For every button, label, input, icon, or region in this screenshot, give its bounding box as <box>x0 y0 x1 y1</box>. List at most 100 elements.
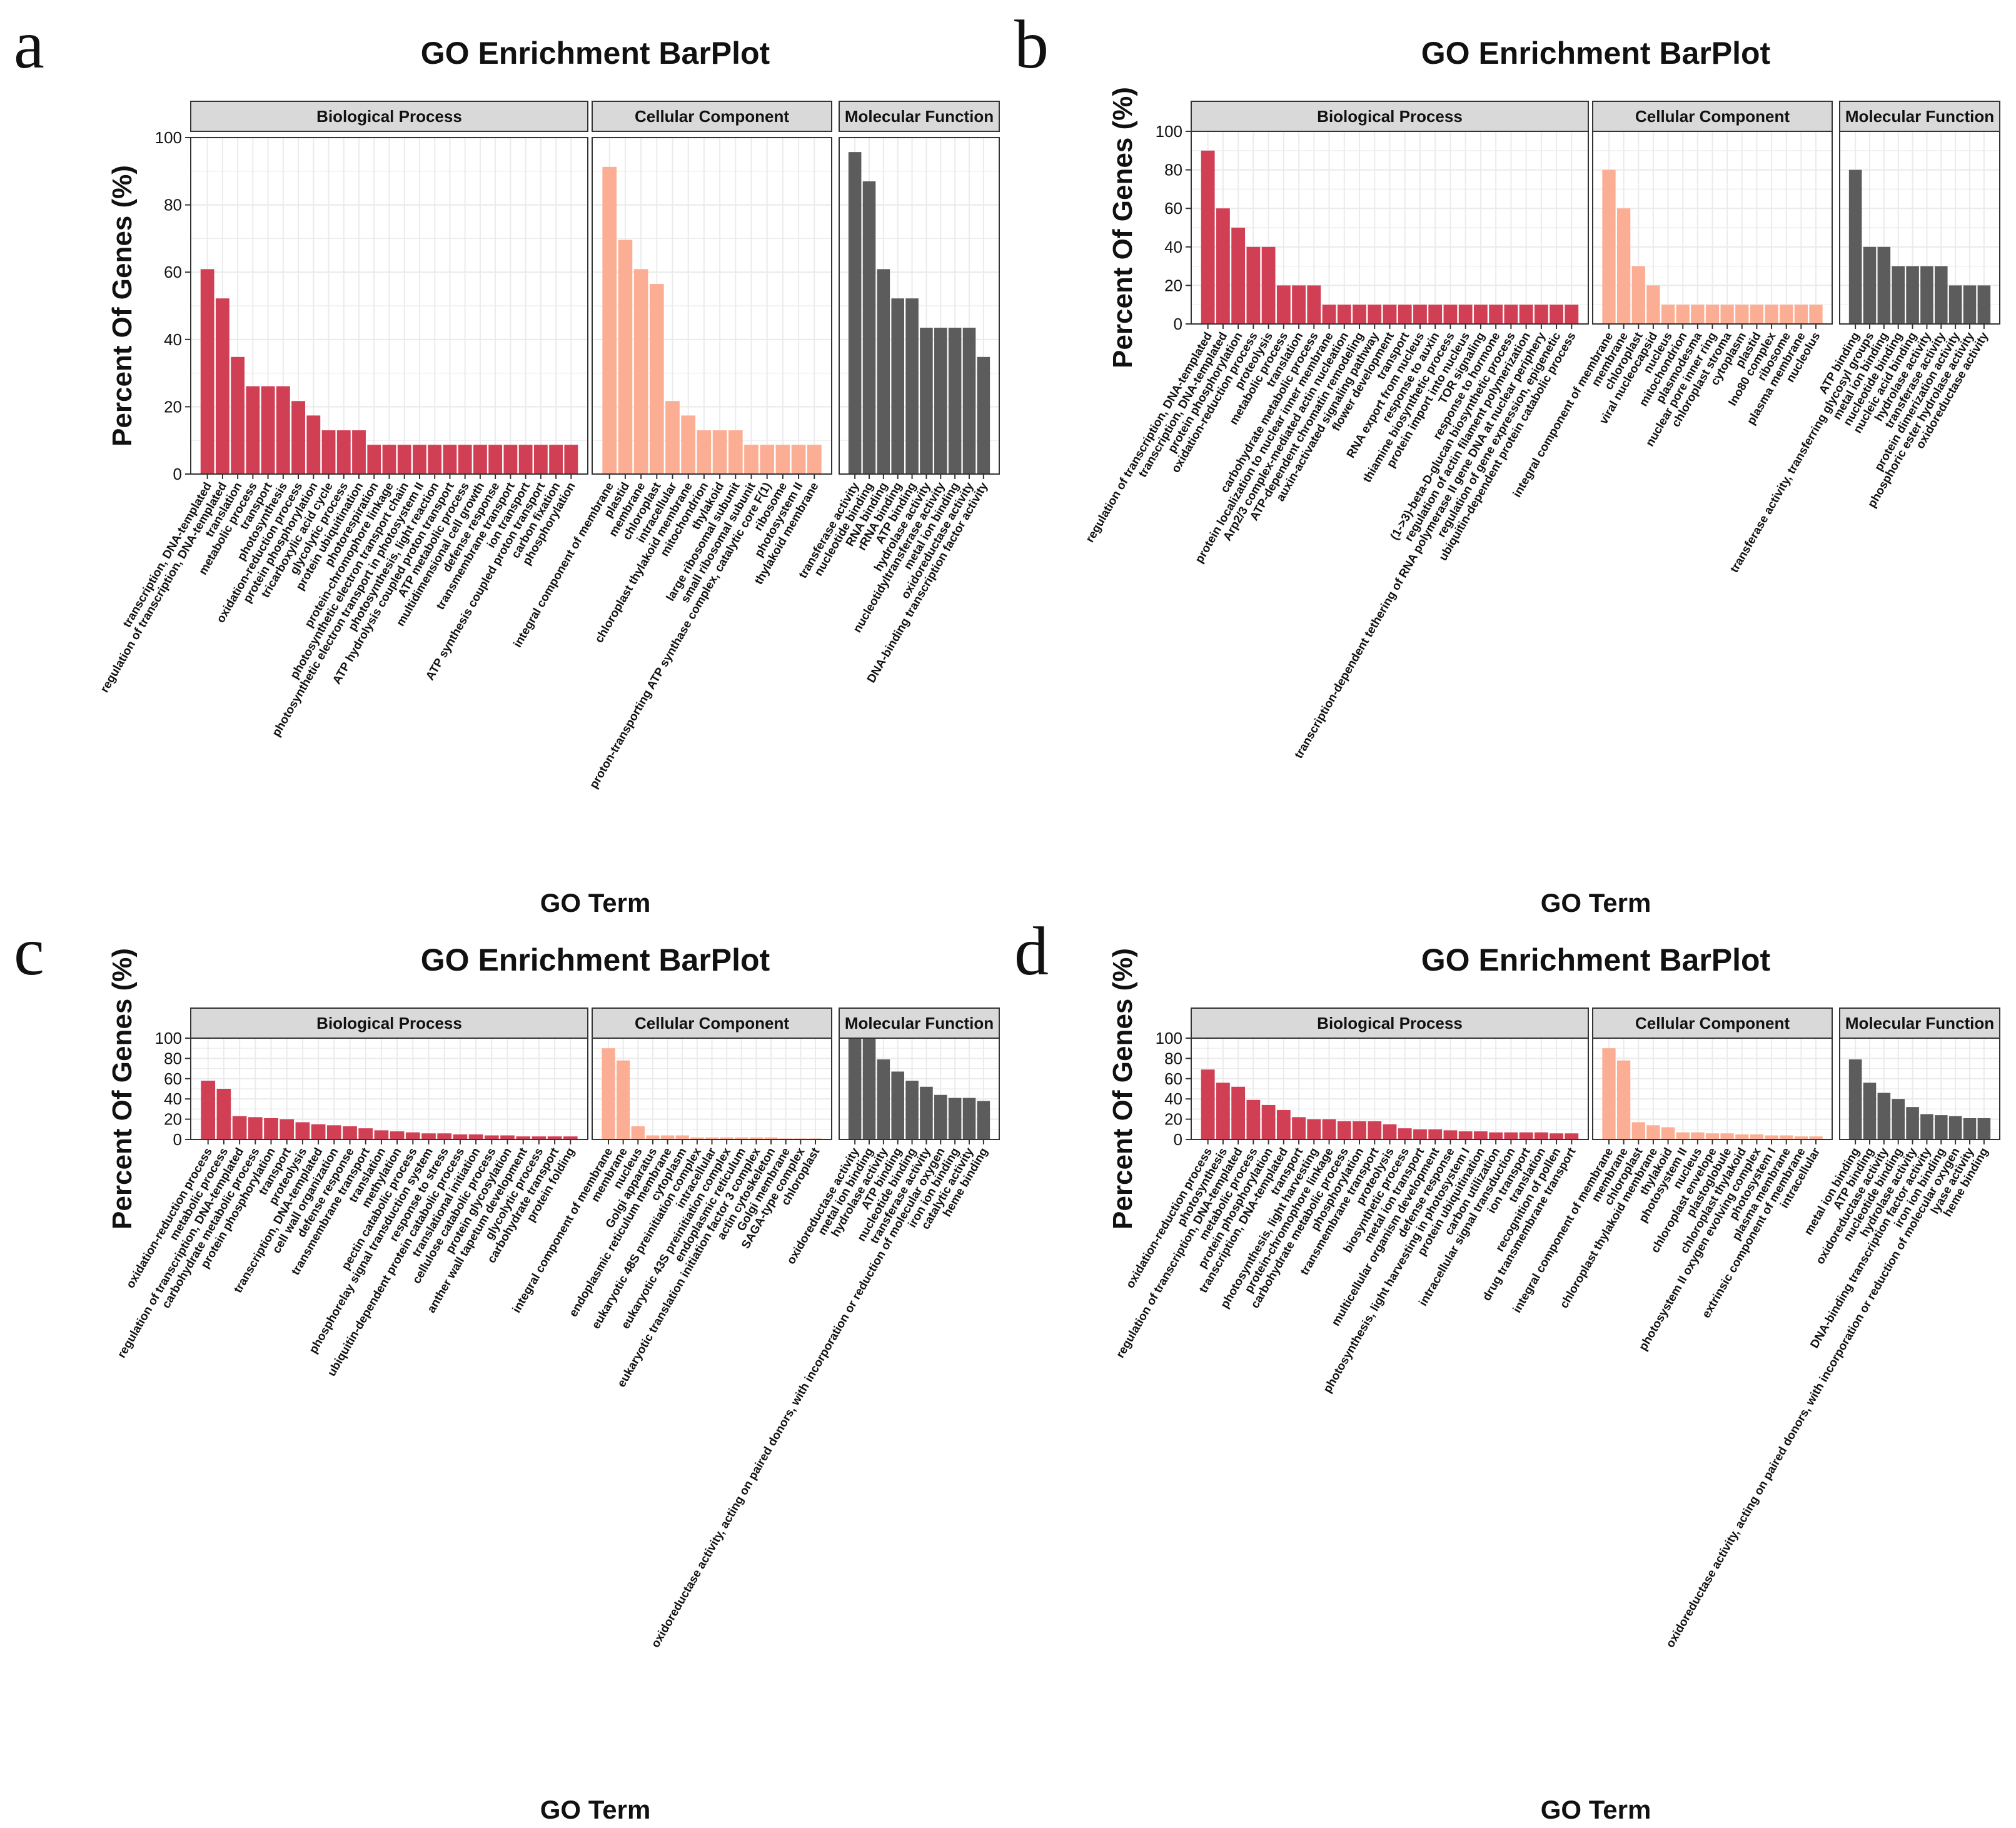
facet-strip-label: Molecular Function <box>1845 1014 1994 1033</box>
bar <box>1602 1048 1616 1139</box>
facet-strip-label: Cellular Component <box>635 107 789 126</box>
bar <box>1398 305 1412 324</box>
bar <box>1307 1119 1321 1139</box>
bar <box>1292 285 1306 324</box>
panel-letter: b <box>1014 6 1049 83</box>
x-axis-title: GO Term <box>540 888 651 917</box>
bar <box>1428 305 1443 324</box>
x-axis-title: GO Term <box>1541 1795 1651 1824</box>
bar <box>248 1117 263 1139</box>
bar <box>1443 305 1458 324</box>
bar <box>1661 1127 1675 1139</box>
bar <box>1948 285 1962 324</box>
bar <box>518 445 533 474</box>
y-tick-label: 40 <box>1164 1089 1182 1108</box>
bar <box>1216 208 1230 324</box>
bar <box>532 1136 547 1139</box>
bar <box>1353 305 1366 324</box>
bar <box>516 1136 531 1139</box>
facet-border <box>592 137 832 475</box>
bar <box>735 1137 748 1139</box>
bar <box>948 1098 962 1139</box>
bar <box>660 1135 675 1139</box>
bar <box>1231 1086 1246 1139</box>
bar <box>1848 1059 1862 1139</box>
y-tick-label: 20 <box>1164 1110 1182 1129</box>
bar <box>948 327 962 474</box>
bar <box>749 1137 764 1139</box>
facet-strip <box>1191 101 1589 132</box>
facet-strip <box>1839 1007 2000 1039</box>
facet-border <box>839 1038 1000 1140</box>
bar <box>1920 266 1933 324</box>
bar <box>1780 1135 1793 1139</box>
bar <box>1646 1125 1660 1139</box>
bar <box>962 327 976 474</box>
y-tick-label: 100 <box>1156 1029 1182 1048</box>
y-tick-label: 20 <box>164 397 182 416</box>
bar <box>1216 1083 1230 1139</box>
bar <box>1848 169 1862 324</box>
bar <box>1935 1115 1948 1139</box>
bar <box>1201 1069 1215 1139</box>
facet-border <box>1839 131 2000 325</box>
bar <box>891 298 904 474</box>
bar <box>1565 1133 1579 1139</box>
x-axis-title: GO Term <box>1541 888 1651 917</box>
bar <box>1201 150 1215 325</box>
y-tick-label: 0 <box>173 1130 182 1149</box>
y-tick-label: 100 <box>155 128 182 147</box>
y-tick-label: 60 <box>164 1069 182 1088</box>
bar <box>877 269 890 474</box>
bar <box>232 1116 247 1139</box>
bar <box>397 445 411 474</box>
bar <box>649 284 664 474</box>
y-tick-label: 80 <box>1164 161 1182 179</box>
bar <box>1705 305 1720 324</box>
bar <box>1602 169 1616 324</box>
y-tick-label: 40 <box>164 330 182 349</box>
bar <box>443 445 457 474</box>
y-axis-title: Percent Of Genes (%) <box>1107 87 1138 368</box>
y-axis-title: Percent Of Genes (%) <box>1107 948 1138 1230</box>
bar <box>848 152 862 474</box>
facet-strip <box>1839 101 2000 132</box>
facet-strip-label: Molecular Function <box>845 107 994 126</box>
bar <box>1877 246 1891 324</box>
bar <box>1809 305 1823 324</box>
bar <box>413 445 426 474</box>
bar <box>321 430 336 474</box>
bar <box>1676 1132 1690 1139</box>
bar <box>1676 305 1690 324</box>
bar <box>1398 1128 1412 1139</box>
bar <box>1691 305 1705 324</box>
bar <box>1231 228 1246 324</box>
facet-strip <box>592 101 832 132</box>
bar <box>920 1086 933 1139</box>
bar <box>1892 266 1905 324</box>
bar <box>264 1118 278 1139</box>
facet-strip-label: Molecular Function <box>1845 107 1994 126</box>
chart-panel-a: a GO Enrichment BarPlot Percent Of Genes (… <box>14 6 1000 917</box>
bar <box>1368 305 1382 324</box>
bar <box>1534 305 1548 324</box>
bar <box>962 1098 976 1139</box>
bar <box>675 1135 689 1139</box>
chart-title: GO Enrichment BarPlot <box>1421 36 1771 71</box>
bar <box>602 1048 615 1139</box>
bar <box>1977 285 1991 324</box>
bar <box>1765 1135 1778 1139</box>
y-tick-label: 40 <box>164 1089 182 1108</box>
bar <box>1550 305 1564 324</box>
bar <box>564 445 578 474</box>
chart-title: GO Enrichment BarPlot <box>421 942 770 977</box>
y-tick-label: 0 <box>1174 1130 1182 1149</box>
y-tick-label: 40 <box>1164 238 1182 256</box>
bar <box>764 1137 778 1139</box>
bar <box>1906 266 1919 324</box>
bar <box>1794 305 1808 324</box>
bar <box>231 356 245 474</box>
facet-strip <box>1191 1007 1589 1039</box>
bar <box>760 445 775 474</box>
bar <box>697 430 712 474</box>
